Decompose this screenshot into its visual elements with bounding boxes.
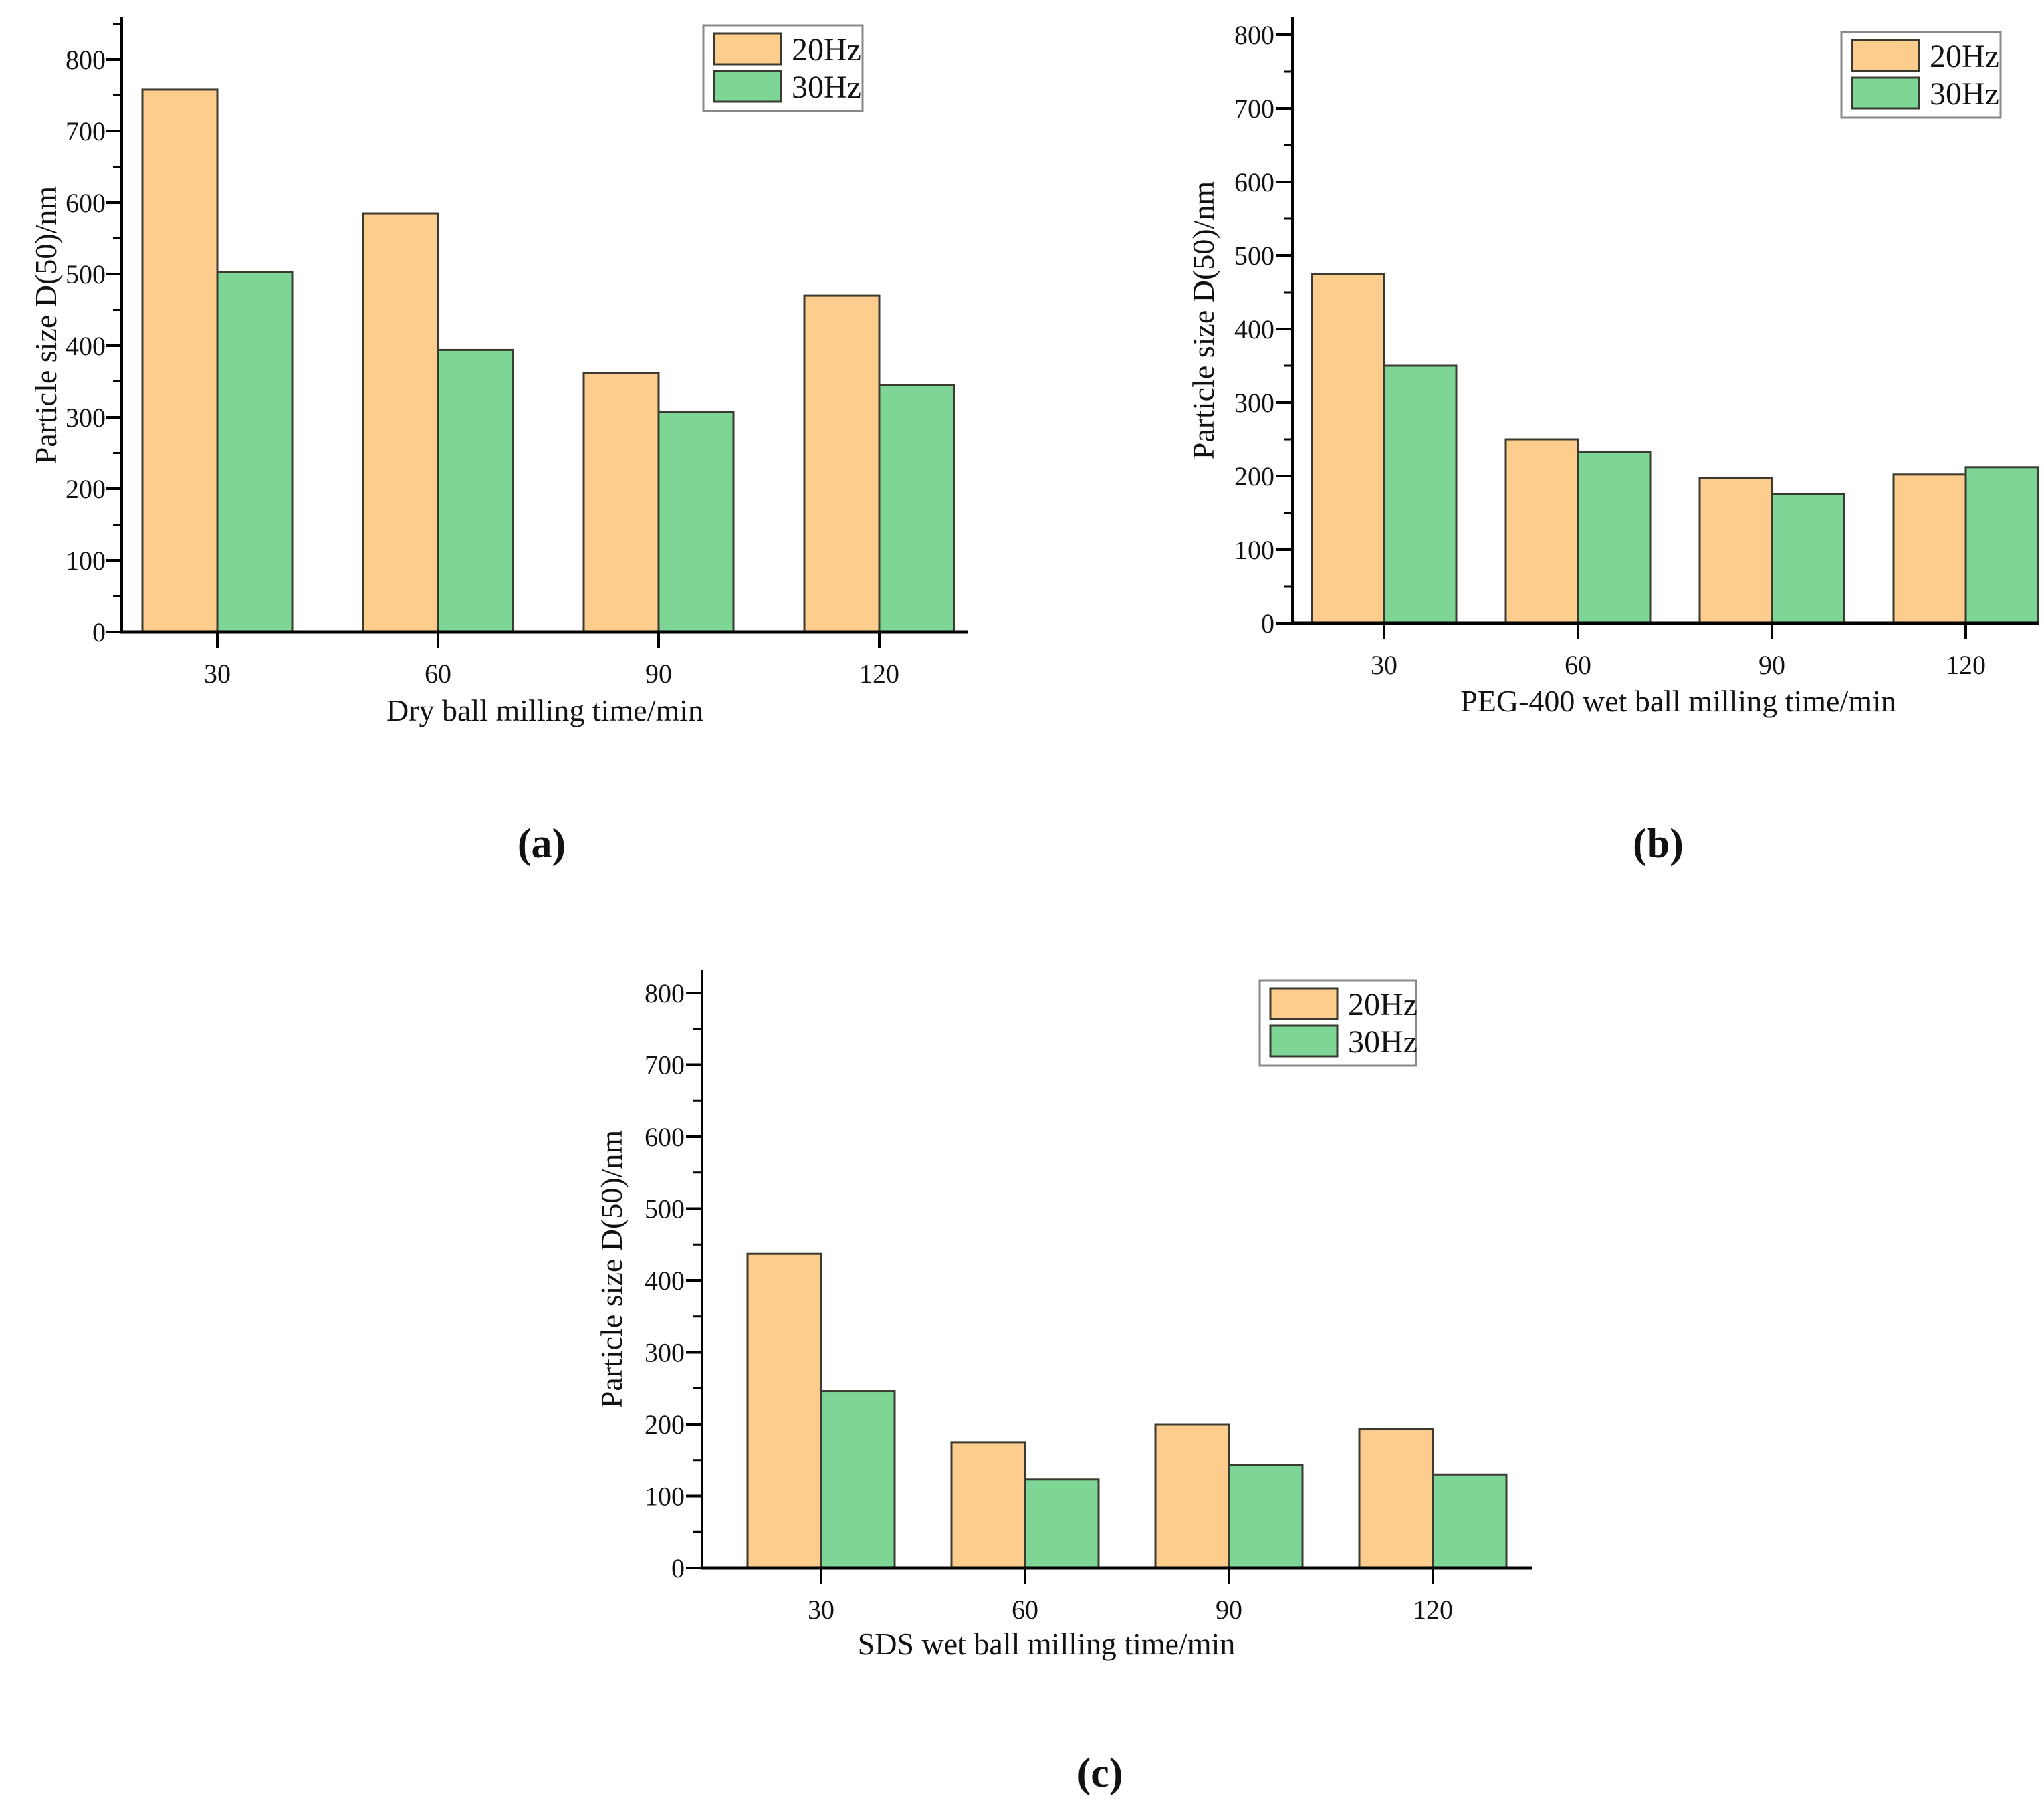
chart-b-x-tick-label: 90 [1758,650,1785,680]
chart-a-y-tick-label: 0 [92,617,106,647]
chart-a-y-tick-label: 500 [66,259,106,290]
chart-a-legend-swatch-30hz [713,70,782,103]
chart-a-x-tick-label: 30 [204,659,231,689]
chart-c: 0 100 200 300 400 500 600 700 800 30 60 90 120 SDS we… [594,970,1532,1796]
chart-b-y-tick-label: 500 [1234,241,1274,271]
chart-b-y-tick-label: 800 [1234,20,1274,50]
chart-a-y-tick-label: 400 [66,331,106,361]
chart-b-caption: (b) [1633,821,1684,867]
chart-b-bar-20hz-90min [1698,477,1773,625]
chart-c-y-tick-label: 200 [645,1409,685,1440]
chart-a-legend-label-20hz: 20Hz [792,32,861,68]
chart-b-y-tick-label: 0 [1261,608,1274,639]
chart-b-bar-30hz-60min [1577,451,1652,625]
chart-c-y-tick-label: 400 [645,1266,685,1296]
chart-c-bar-20hz-30min [746,1252,822,1569]
chart-a-x-tick-label: 120 [859,659,899,689]
chart-b-legend-label-20hz: 20Hz [1930,39,1999,74]
chart-c-y-tick-label: 500 [645,1194,685,1224]
chart-c-bar-30hz-30min [820,1390,896,1569]
chart-b-bar-30hz-30min [1383,364,1458,625]
chart-c-x-tick-label: 120 [1413,1595,1453,1625]
chart-b-y-tick-label: 100 [1234,535,1274,565]
chart-c-bar-20hz-60min [950,1441,1026,1569]
chart-b-legend-swatch-30hz [1851,76,1920,110]
chart-a-y-tick-label: 100 [66,546,106,576]
chart-a-x-tick-label: 90 [645,659,672,689]
chart-b-x-tick-label: 120 [1946,650,1986,680]
chart-b-bar-20hz-60min [1504,438,1579,625]
chart-a: 0 100 200 300 400 500 600 700 800 30 60 90 120 Dry ba… [29,17,968,867]
chart-b-x-tick-label: 60 [1565,650,1591,680]
chart-c-legend-label-30hz: 30Hz [1348,1024,1417,1060]
chart-a-bar-20hz-90min [582,372,660,633]
chart-b-bar-30hz-120min [1964,466,2039,625]
chart-a-legend-label-30hz: 30Hz [792,70,861,105]
chart-c-y-tick-label: 700 [645,1050,685,1081]
chart-b-bar-20hz-120min [1892,473,1967,625]
chart-a-legend-swatch-20hz [713,32,782,66]
chart-c-bar-30hz-60min [1024,1478,1100,1569]
chart-a-y-tick-label: 700 [66,116,106,146]
chart-a-y-tick-label: 200 [66,474,106,504]
chart-a-bar-30hz-90min [657,411,735,633]
chart-c-x-axis-title: SDS wet ball milling time/min [858,1627,1236,1661]
chart-c-y-tick-label: 100 [645,1482,685,1512]
chart-b-bar-20hz-30min [1311,273,1385,625]
chart-c-bar-20hz-90min [1154,1423,1230,1569]
chart-b-bar-30hz-90min [1771,493,1845,625]
chart-b-x-axis-title: PEG-400 wet ball milling time/min [1460,684,1896,718]
chart-c-legend-swatch-20hz [1269,987,1339,1020]
chart-a-caption: (a) [518,821,566,867]
chart-a-x-axis-title: Dry ball milling time/min [386,693,703,727]
chart-b-x-tick-label: 30 [1371,650,1397,680]
chart-c-x-tick-label: 90 [1216,1595,1242,1625]
chart-b-legend-label-30hz: 30Hz [1930,76,1999,112]
chart-a-bar-30hz-120min [878,384,955,633]
chart-b-y-axis-title: Particle size D(50)/nm [1186,181,1220,460]
chart-c-bar-30hz-90min [1228,1464,1304,1569]
chart-c-x-tick-label: 60 [1012,1595,1038,1625]
chart-c-bar-30hz-120min [1432,1473,1508,1569]
chart-c-y-tick-label: 300 [645,1338,685,1368]
chart-a-x-tick-label: 60 [425,659,451,689]
chart-c-legend-label-20hz: 20Hz [1348,987,1417,1022]
chart-c-caption: (c) [1077,1750,1123,1796]
chart-b-y-tick-label: 400 [1234,314,1274,344]
chart-a-y-tick-label: 600 [66,188,106,218]
chart-c-y-tick-label: 0 [671,1553,685,1583]
chart-b-y-tick-label: 700 [1234,94,1274,124]
chart-a-bar-20hz-60min [362,212,439,633]
chart-c-x-tick-label: 30 [808,1595,834,1625]
chart-a-y-axis-title: Particle size D(50)/nm [29,186,63,465]
chart-b-y-tick-label: 200 [1234,461,1274,491]
chart-b-y-tick-label: 600 [1234,167,1274,197]
chart-b: 0 100 200 300 400 500 600 700 800 30 60 90 120 PEG-40… [1186,17,2039,867]
chart-a-bar-30hz-60min [437,348,514,633]
chart-c-y-axis-title: Particle size D(50)/nm [594,1130,629,1409]
chart-c-legend-swatch-30hz [1269,1024,1339,1058]
chart-c-bar-20hz-120min [1358,1428,1434,1569]
chart-b-legend-swatch-20hz [1851,39,1920,72]
chart-c-y-tick-label: 600 [645,1122,685,1152]
chart-c-y-tick-label: 800 [645,978,685,1008]
chart-a-bar-30hz-30min [216,271,294,633]
chart-a-y-tick-label: 300 [66,403,106,433]
chart-a-bar-20hz-30min [141,88,219,633]
chart-a-bar-20hz-120min [803,294,881,633]
chart-a-y-tick-label: 800 [66,45,106,75]
chart-b-y-tick-label: 300 [1234,388,1274,418]
